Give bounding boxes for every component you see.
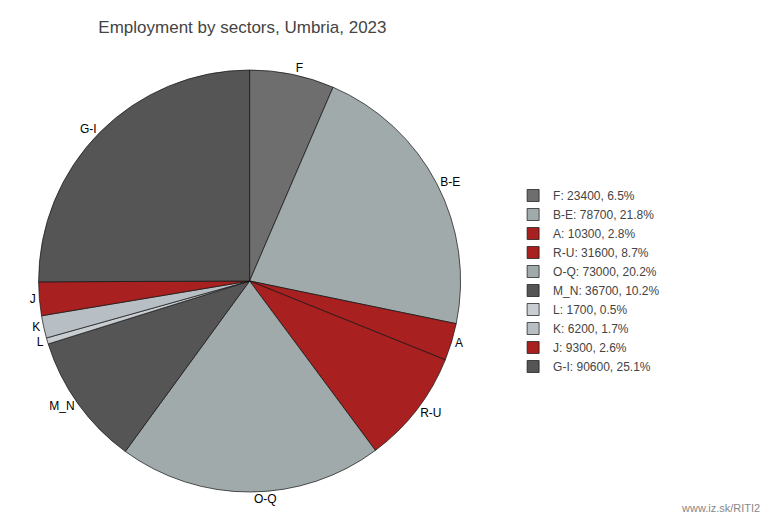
svg-text:K: 6200, 1.7%: K: 6200, 1.7%	[553, 322, 629, 336]
svg-text:L: 1700, 0.5%: L: 1700, 0.5%	[553, 303, 627, 317]
svg-text:K: K	[32, 320, 40, 334]
svg-text:G-I: G-I	[80, 122, 97, 136]
svg-text:F: F	[296, 61, 303, 75]
svg-text:M_N: M_N	[49, 399, 74, 413]
svg-text:R-U: 31600, 8.7%: R-U: 31600, 8.7%	[553, 246, 649, 260]
svg-text:F: 23400, 6.5%: F: 23400, 6.5%	[553, 189, 635, 203]
svg-text:B-E: 78700, 21.8%: B-E: 78700, 21.8%	[553, 208, 654, 222]
svg-text:www.iz.sk/RITI2: www.iz.sk/RITI2	[681, 502, 760, 514]
svg-text:O-Q: O-Q	[254, 492, 277, 506]
svg-text:M_N: 36700, 10.2%: M_N: 36700, 10.2%	[553, 284, 659, 298]
svg-text:Employment by sectors, Umbria,: Employment by sectors, Umbria, 2023	[98, 18, 386, 37]
svg-text:B-E: B-E	[440, 175, 460, 189]
svg-text:O-Q: 73000, 20.2%: O-Q: 73000, 20.2%	[553, 265, 657, 279]
svg-text:A: 10300, 2.8%: A: 10300, 2.8%	[553, 227, 635, 241]
svg-text:A: A	[455, 336, 463, 350]
svg-text:L: L	[37, 335, 44, 349]
svg-text:R-U: R-U	[420, 406, 441, 420]
svg-text:J: J	[30, 292, 36, 306]
svg-text:G-I: 90600, 25.1%: G-I: 90600, 25.1%	[553, 360, 651, 374]
svg-text:J: 9300, 2.6%: J: 9300, 2.6%	[553, 341, 627, 355]
